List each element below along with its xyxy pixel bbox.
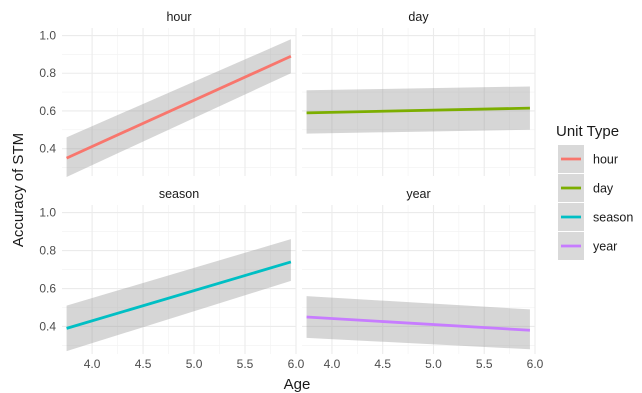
- legend-label: hour: [593, 153, 618, 167]
- legend-item-season: season: [558, 203, 633, 231]
- facet-strip-label: year: [406, 187, 430, 201]
- facet-strip-label: hour: [166, 10, 191, 24]
- panel-background: [62, 205, 296, 354]
- x-tick-label: 6.0: [527, 357, 544, 371]
- legend-label: year: [593, 240, 617, 254]
- facet-panel-day: day: [302, 10, 536, 176]
- x-tick-label: 4.5: [135, 357, 152, 371]
- panel-background: [302, 28, 535, 176]
- legend-item-day: day: [558, 174, 614, 202]
- facet-strip-label: day: [408, 10, 429, 24]
- series-line-hour: [66, 55, 292, 160]
- x-tick-label: 5.0: [425, 357, 442, 371]
- legend: Unit Type hour day season year: [556, 123, 633, 260]
- series-line-year: [306, 315, 531, 332]
- facet-strip-label: season: [159, 187, 199, 201]
- y-tick-label: 1.0: [39, 206, 56, 220]
- legend-title: Unit Type: [556, 123, 619, 140]
- legend-item-hour: hour: [558, 145, 618, 173]
- x-tick-label: 5.0: [186, 357, 203, 371]
- y-axis-title: Accuracy of STM: [10, 133, 27, 247]
- panel-background: [62, 28, 296, 176]
- x-tick-label: 4.0: [84, 357, 101, 371]
- y-tick-label: 1.0: [39, 29, 56, 43]
- facet-panel-season: season 0.4 0.6 0.8 1.0 4.0 4.5 5.0 5.5 6.0: [39, 187, 304, 371]
- y-tick-label: 0.6: [39, 104, 56, 118]
- x-tick-label: 6.0: [288, 357, 305, 371]
- x-axis-title: Age: [284, 376, 311, 393]
- facet-panels: hour 0.4 0.6 0.8 1.0 day season 0.4 0.6 0.8 1.0 4.0…: [39, 10, 543, 371]
- legend-item-year: year: [558, 232, 617, 260]
- y-tick-label: 0.8: [39, 66, 56, 80]
- legend-label: day: [593, 182, 614, 196]
- y-tick-label: 0.4: [39, 142, 56, 156]
- legend-label: season: [593, 211, 633, 225]
- y-tick-label: 0.6: [39, 282, 56, 296]
- x-tick-label: 5.5: [237, 357, 254, 371]
- y-tick-label: 0.8: [39, 244, 56, 258]
- axes: Age Accuracy of STM: [10, 133, 310, 393]
- x-tick-label: 5.5: [476, 357, 493, 371]
- facet-panel-year: year 4.0 4.5 5.0 5.5 6.0: [302, 187, 544, 371]
- x-tick-label: 4.5: [374, 357, 391, 371]
- facet-panel-hour: hour 0.4 0.6 0.8 1.0: [39, 10, 297, 177]
- series-line-day: [306, 106, 530, 115]
- series-line-season: [66, 260, 292, 330]
- x-tick-label: 4.0: [324, 357, 341, 371]
- y-tick-label: 0.4: [39, 319, 56, 333]
